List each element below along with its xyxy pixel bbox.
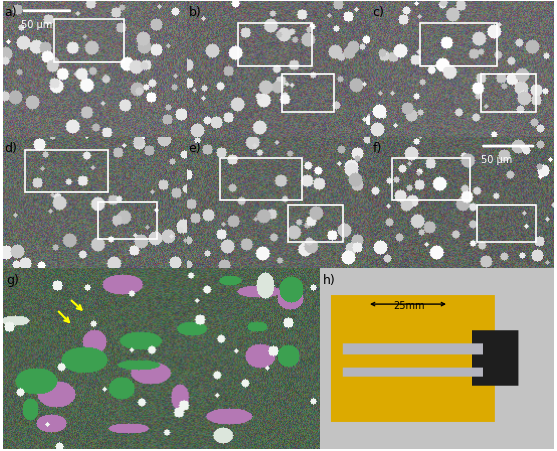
Bar xyxy=(477,206,536,242)
Text: b): b) xyxy=(188,6,201,19)
Text: c): c) xyxy=(372,6,384,19)
Bar xyxy=(99,203,157,239)
Bar xyxy=(238,24,311,67)
Bar xyxy=(393,158,470,200)
Bar xyxy=(481,75,536,113)
Bar xyxy=(288,206,343,242)
Text: a): a) xyxy=(4,6,17,19)
Bar xyxy=(420,24,497,67)
Text: 25mm: 25mm xyxy=(393,301,425,311)
Bar xyxy=(54,20,124,63)
Text: e): e) xyxy=(188,142,201,154)
Text: 50 μm: 50 μm xyxy=(21,20,52,30)
Bar xyxy=(219,158,302,200)
Bar xyxy=(25,151,108,193)
Text: h): h) xyxy=(323,274,335,287)
Bar xyxy=(282,75,334,113)
Text: g): g) xyxy=(6,274,19,287)
Text: d): d) xyxy=(4,142,17,154)
Text: f): f) xyxy=(372,142,382,154)
Text: 50 μm: 50 μm xyxy=(481,155,512,165)
